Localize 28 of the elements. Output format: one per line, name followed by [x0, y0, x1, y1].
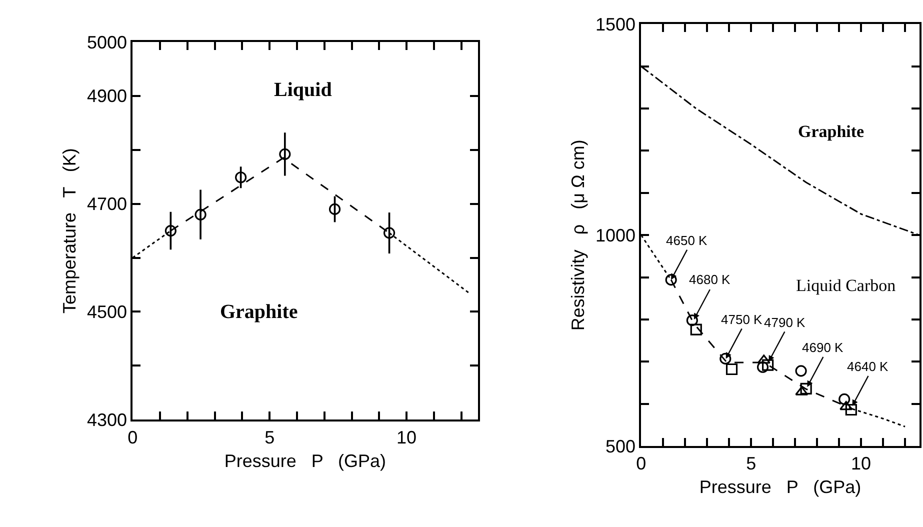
y-tick-label: 4900 [86, 86, 127, 106]
annotation: 4640 K [847, 359, 889, 374]
x-axis-title: Pressure P (GPa) [224, 450, 386, 471]
y-tick-label: 1500 [596, 14, 636, 34]
annotation: 4680 K [689, 272, 731, 287]
y-tick-label: 4700 [86, 194, 127, 214]
x-tick-label: 0 [636, 454, 646, 474]
x-axis-title: Pressure P (GPa) [699, 477, 862, 498]
y-tick-label: 4500 [86, 302, 127, 322]
annotation: 4650 K [666, 233, 708, 248]
annotation: Graphite [798, 122, 865, 141]
x-tick-label: 0 [128, 427, 138, 448]
y-tick-label: 4300 [86, 410, 127, 430]
x-tick-label: 5 [746, 454, 756, 474]
y-tick-label: 5000 [86, 32, 127, 52]
annotation: Liquid [274, 79, 332, 101]
annotation: 4790 K [764, 315, 806, 330]
annotation: 4750 K [721, 312, 763, 327]
x-tick-label: 10 [851, 454, 872, 474]
y-axis-title: Temperature T (K) [60, 148, 80, 314]
y-tick-label: 500 [606, 436, 636, 456]
annotation: 4690 K [802, 340, 844, 355]
y-axis-title: Resistivity ρ (μ Ω cm) [568, 140, 588, 331]
y-tick-label: 1000 [596, 225, 636, 246]
x-tick-label: 5 [264, 427, 275, 448]
x-tick-label: 10 [396, 427, 417, 448]
annotation: Graphite [220, 301, 298, 323]
annotation: Liquid Carbon [796, 276, 896, 295]
